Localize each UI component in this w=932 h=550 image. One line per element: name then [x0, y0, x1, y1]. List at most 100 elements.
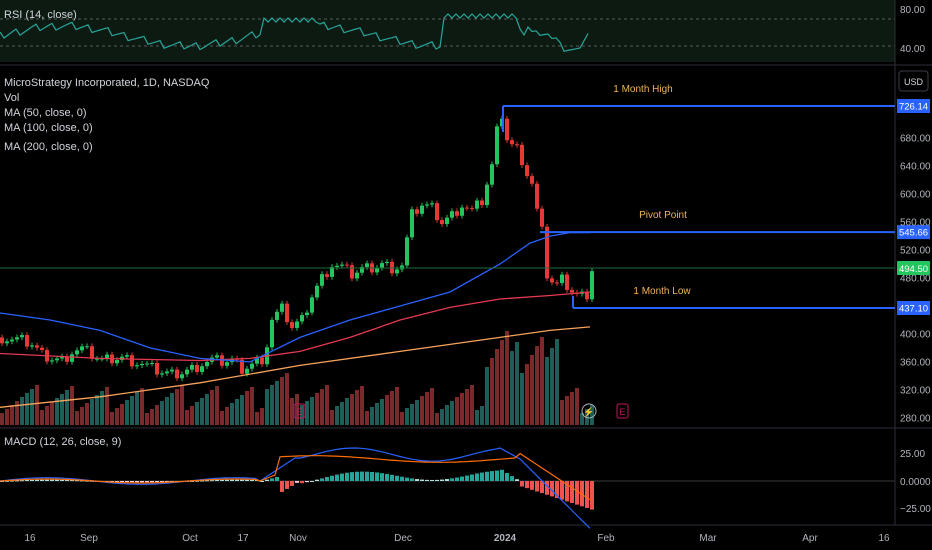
candle-body [310, 297, 314, 313]
macd-hist-bar [75, 480, 79, 482]
volume-bar [300, 405, 304, 425]
volume-bar [270, 385, 274, 425]
macd-hist-bar [215, 479, 219, 481]
volume-bar [500, 340, 504, 425]
volume-bar [45, 406, 49, 425]
macd-hist-bar [295, 481, 299, 483]
candle-body [315, 285, 319, 298]
volume-bar [210, 390, 214, 425]
volume-bar [535, 346, 539, 425]
volume-bar [565, 396, 569, 425]
macd-hist-bar [395, 475, 399, 481]
candle-body [450, 211, 454, 218]
macd-hist-bar [520, 481, 524, 487]
volume-bar [460, 393, 464, 425]
volume-bar [105, 387, 109, 425]
volume-bar [375, 403, 379, 425]
macd-hist-bar [580, 481, 584, 507]
volume-bar [275, 381, 279, 425]
candle-body [545, 226, 549, 279]
candle-body [90, 346, 94, 359]
macd-hist-bar [465, 475, 469, 481]
earnings-marker-1[interactable]: E [293, 403, 306, 419]
candle-body [35, 345, 39, 348]
macd-hist-bar [330, 475, 334, 481]
macd-hist-bar [195, 480, 199, 482]
candle-body [145, 363, 149, 365]
macd-hist-bar [165, 481, 169, 482]
macd-hist-bar [260, 481, 264, 482]
macd-hist-bar [230, 479, 234, 481]
price-tick: 480.00 [900, 274, 931, 285]
volume-bar [450, 401, 454, 425]
volume-bar [25, 393, 29, 425]
price-tick: 360.00 [900, 357, 931, 368]
volume-bar [505, 331, 509, 425]
candle-body [525, 165, 529, 177]
candle-body [295, 321, 299, 328]
candle-body [590, 271, 594, 300]
volume-bar [315, 393, 319, 425]
macd-hist-bar [355, 471, 359, 481]
volume-bar [530, 355, 534, 425]
volume-bar [130, 396, 134, 425]
volume-bar [480, 406, 484, 425]
volume-bar [135, 392, 139, 425]
volume-bar [585, 409, 589, 425]
flash-icon[interactable]: ⚡ [581, 403, 597, 419]
candle-body [345, 264, 349, 266]
vol-legend[interactable]: Vol [4, 92, 19, 104]
macd-hist-bar [560, 481, 564, 500]
volume-bar [5, 409, 9, 425]
macd-hist-bar [565, 481, 569, 502]
time-tick: Dec [394, 533, 412, 544]
earnings-marker-2[interactable]: E [616, 403, 629, 419]
volume-bar [90, 399, 94, 425]
time-tick: Sep [80, 533, 98, 544]
candle-body [405, 237, 409, 266]
volume-bar [440, 409, 444, 425]
volume-bar [425, 392, 429, 425]
volume-bar [55, 398, 59, 425]
ma200-line [0, 326, 591, 408]
ma50-legend[interactable]: MA (50, close, 0) [4, 107, 87, 119]
macd-hist-bar [265, 479, 269, 481]
price-axis[interactable]: 680.00 640.00 600.00 560.00 520.00 480.00 400.… [900, 134, 931, 425]
candle-body [195, 364, 199, 372]
ma100-legend[interactable]: MA (100, close, 0) [4, 122, 93, 134]
volume-bar [350, 394, 354, 425]
time-axis[interactable]: 16 Sep Oct 17 Nov Dec 2024 Feb Mar Apr 16 [24, 533, 890, 544]
volume-bar [20, 397, 24, 425]
price-tick: 520.00 [900, 246, 931, 257]
candle-body [190, 364, 194, 370]
ma200-legend[interactable]: MA (200, close, 0) [4, 141, 93, 153]
candle-body [175, 369, 179, 379]
macd-hist-bar [440, 479, 444, 481]
candle-body [560, 274, 564, 284]
candle-body [125, 355, 129, 357]
macd-hist-bar [470, 474, 474, 481]
volume-bar [30, 389, 34, 425]
macd-hist-bar [145, 481, 149, 483]
macd-hist-bar [375, 472, 379, 481]
macd-hist-bar [60, 479, 64, 481]
candle-body [115, 359, 119, 364]
candle-body [355, 272, 359, 279]
macd-hist-bar [280, 481, 284, 492]
candle-body [135, 365, 139, 367]
candle-body [530, 176, 534, 184]
macd-hist-bar [460, 476, 464, 481]
candle-body [340, 264, 344, 266]
macd-hist-bar [190, 480, 194, 482]
symbol-title[interactable]: MicroStrategy Incorporated, 1D, NASDAQ [4, 77, 210, 89]
volume-bar [200, 398, 204, 425]
candle-body [515, 144, 519, 146]
currency-button[interactable] [898, 70, 929, 92]
macd-hist-bar [435, 479, 439, 481]
volume-bar [455, 397, 459, 425]
volume-bar [380, 399, 384, 425]
volume-bar [165, 397, 169, 425]
volume-bar [390, 391, 394, 425]
candle-body [505, 118, 509, 141]
